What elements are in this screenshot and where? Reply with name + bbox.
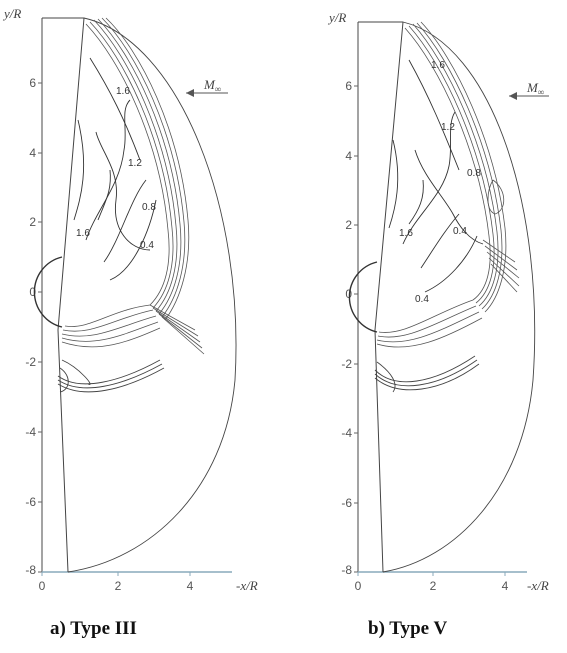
contour-label: 0.4	[415, 294, 429, 305]
x-tick-label: 4	[187, 579, 194, 593]
y-tick-label: 4	[29, 146, 36, 160]
contour-lines	[73, 57, 157, 281]
x-axis-label: -x/R	[236, 578, 258, 593]
y-tick-label: -8	[25, 563, 36, 577]
caption-type-v: b) Type V	[368, 618, 448, 639]
y-ticks	[354, 85, 358, 573]
flowfield-plot-a: 6 4 2 0 -2 -4 -6 -8 0 2 4 y/R -x/R M∞	[2, 6, 258, 593]
caption-type-iii: a) Type III	[50, 618, 137, 639]
outer-boundary	[42, 17, 237, 573]
y-axis-label: y/R	[2, 6, 21, 21]
x-tick-label: 0	[39, 579, 46, 593]
y-tick-label: 6	[345, 79, 352, 93]
interaction-region	[61, 304, 205, 355]
contour-label: 1.6	[76, 228, 90, 239]
contour-label: 1.6	[399, 228, 413, 239]
contour-lines	[388, 59, 484, 293]
y-tick-label: -8	[341, 563, 352, 577]
x-tick-label: 2	[430, 579, 437, 593]
contour-label: 0.4	[453, 226, 467, 237]
y-tick-label: -6	[341, 496, 352, 510]
contour-label: 1.6	[431, 60, 445, 71]
inflow-boundary	[374, 21, 404, 573]
outer-boundary	[358, 21, 536, 573]
contour-label: 0.4	[140, 240, 154, 251]
y-tick-label: 0	[345, 287, 352, 301]
cylinder-body	[348, 261, 378, 333]
contour-label: 1.6	[116, 86, 130, 97]
y-tick-label: 2	[29, 215, 36, 229]
lower-shear-layer	[374, 355, 480, 393]
bow-shock	[404, 21, 507, 313]
y-axis-label: y/R	[327, 10, 346, 25]
x-tick-label: 0	[355, 579, 362, 593]
contour-label: 0.8	[467, 168, 481, 179]
contour-label: 0.8	[142, 202, 156, 213]
interaction-region	[376, 179, 520, 348]
mach-arrow	[509, 92, 549, 100]
cylinder-body	[33, 256, 63, 328]
panel-type-iii: 6 4 2 0 -2 -4 -6 -8 0 2 4 y/R -x/R M∞	[0, 0, 283, 600]
y-tick-label: -4	[25, 425, 36, 439]
mach-label: M∞	[526, 80, 544, 97]
x-axis-label: -x/R	[527, 578, 549, 593]
y-tick-label: 2	[345, 218, 352, 232]
mach-arrow	[186, 89, 228, 97]
panel-type-v: 6 4 2 0 -2 -4 -6 -8 0 2 4 y/R -x/R M∞	[283, 0, 567, 600]
flowfield-plot-b: 6 4 2 0 -2 -4 -6 -8 0 2 4 y/R -x/R M∞	[327, 10, 549, 593]
contour-label: 1.2	[128, 158, 142, 169]
y-tick-label: 6	[29, 76, 36, 90]
y-tick-label: 0	[29, 285, 36, 299]
y-ticks	[38, 82, 42, 573]
y-tick-label: -2	[25, 355, 36, 369]
y-tick-label: -4	[341, 426, 352, 440]
x-tick-label: 4	[502, 579, 509, 593]
x-ticks	[41, 572, 191, 576]
y-tick-label: 4	[345, 149, 352, 163]
x-ticks	[357, 572, 506, 576]
mach-label: M∞	[203, 77, 221, 94]
x-tick-label: 2	[115, 579, 122, 593]
y-tick-label: -6	[25, 495, 36, 509]
lower-shear-layer	[57, 359, 165, 393]
y-tick-label: -2	[341, 357, 352, 371]
inflow-boundary	[57, 17, 85, 573]
contour-label: 1.2	[441, 122, 455, 133]
bow-shock	[85, 17, 190, 321]
